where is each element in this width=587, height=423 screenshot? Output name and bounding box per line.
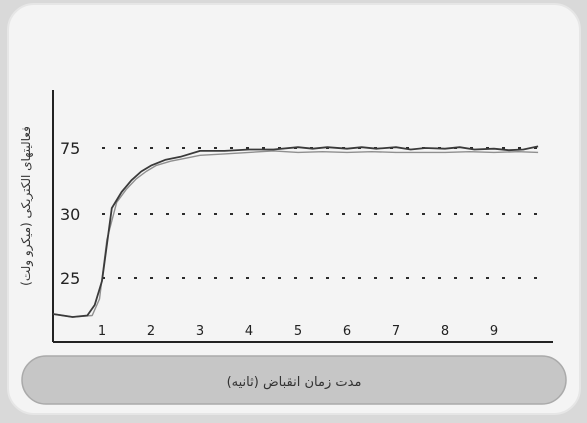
x-tick-labels: 1 2 3 4 5 6 7 8 9 (98, 324, 498, 339)
reference-label-30: 30 (60, 205, 80, 224)
x-axis-label-pill (21, 355, 567, 405)
x-tick-label: 9 (490, 324, 498, 339)
x-tick-label: 4 (245, 324, 253, 339)
y-axis-label: فعالیتهای الکتریکی (میکرو ولت) (19, 126, 34, 286)
series-line-dark (52, 145, 539, 318)
figure-card (7, 3, 581, 415)
x-axis-label: مدت زمان انقباض (ثانیه) (227, 375, 362, 390)
series-group (52, 145, 539, 318)
x-tick-label: 7 (392, 324, 400, 339)
x-tick-label: 3 (196, 324, 204, 339)
x-tick-label: 1 (98, 324, 106, 339)
reference-label-25: 25 (60, 269, 80, 288)
x-tick-label: 8 (441, 324, 449, 339)
x-tick-label: 6 (343, 324, 351, 339)
x-tick-label: 5 (294, 324, 302, 339)
reference-lines: 75 30 25 (60, 139, 548, 288)
reference-label-75: 75 (60, 139, 80, 158)
series-line-light (52, 150, 539, 318)
x-tick-label: 2 (147, 324, 155, 339)
